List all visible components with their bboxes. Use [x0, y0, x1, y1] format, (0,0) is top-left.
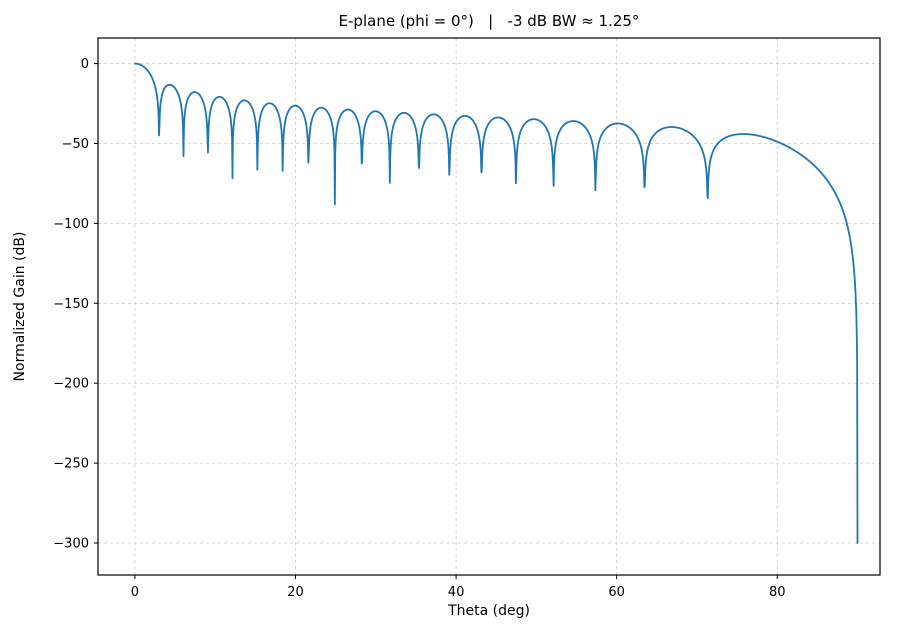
grid-lines [98, 38, 880, 575]
chart-title: E-plane (phi = 0°) | -3 dB BW ≈ 1.25° [339, 12, 640, 30]
gain-curve [134, 62, 859, 544]
y-tick-label: 0 [81, 57, 89, 72]
plot-frame [97, 37, 881, 576]
y-tick-label: −100 [53, 217, 89, 232]
x-tick-label: 40 [448, 585, 465, 600]
y-tick-label: −50 [62, 137, 89, 152]
x-tick-label: 20 [287, 585, 304, 600]
axis-ticks: 0 20 40 60 80 0 −50 −100 −150 −200 −250 −300 [53, 57, 785, 600]
x-axis-label: Theta (deg) [447, 603, 530, 619]
y-tick-label: −200 [53, 377, 89, 392]
y-axis-label: Normalized Gain (dB) [12, 232, 28, 382]
x-tick-label: 0 [131, 585, 139, 600]
x-tick-label: 60 [608, 585, 625, 600]
x-tick-label: 80 [769, 585, 786, 600]
y-tick-label: −250 [53, 457, 89, 472]
y-tick-label: −300 [53, 537, 89, 552]
y-tick-label: −150 [53, 297, 89, 312]
